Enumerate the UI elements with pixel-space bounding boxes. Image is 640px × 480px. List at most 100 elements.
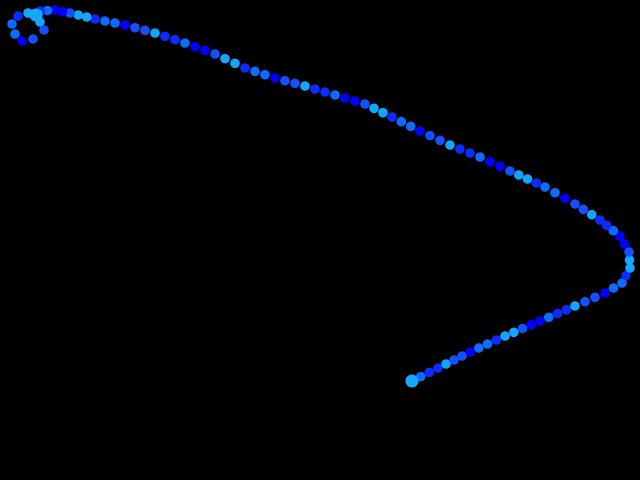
trail-dot (514, 170, 524, 180)
trail-dot (170, 34, 180, 45)
trail-dot (561, 305, 572, 315)
trail-dot (457, 351, 467, 361)
trail-dot (200, 45, 210, 56)
trail-dot (491, 335, 502, 345)
trail-dot (415, 371, 426, 382)
trail-dot (300, 81, 310, 91)
trail-dot (433, 363, 443, 373)
trail-dot (586, 209, 597, 220)
trail-dot (601, 220, 612, 231)
trail-dot (624, 255, 635, 265)
trail-dot (405, 121, 416, 132)
trail-dot (250, 66, 260, 77)
trail-dot (424, 367, 435, 378)
trail-dot (415, 126, 425, 136)
trail-dot (570, 301, 580, 311)
trail-dot (526, 320, 537, 330)
trail-dot (552, 308, 563, 319)
trail-dot (608, 225, 619, 236)
trail-dot (387, 112, 397, 122)
trail-dot (617, 278, 627, 288)
trail-dot (90, 14, 100, 24)
trail-dot (13, 11, 23, 21)
trail-dot (535, 316, 545, 326)
trail-dot (100, 16, 110, 26)
trail-dot (190, 41, 200, 52)
trail-dot (465, 347, 475, 357)
trail-dot (220, 53, 230, 64)
trail-dot (150, 28, 160, 38)
trail-dot (17, 36, 27, 46)
trail-dot (50, 5, 60, 15)
trail-dot (624, 247, 634, 257)
trail-dot (310, 84, 320, 94)
trail-dot (619, 239, 630, 249)
trail-dot (500, 331, 510, 341)
trail-dot (595, 215, 605, 225)
trail-dot (531, 178, 542, 188)
trail-dot (340, 93, 350, 103)
trail-dot (350, 96, 360, 106)
trail-dot (10, 29, 20, 39)
trail-dot (42, 5, 53, 16)
trail-dot (210, 49, 220, 59)
trail-dot (580, 296, 590, 307)
trail-dot (28, 34, 38, 44)
trail-dot (360, 99, 370, 109)
trail-dot (260, 69, 270, 80)
trail-dot (81, 12, 92, 22)
trail-dot (280, 75, 290, 86)
trail-dot (425, 130, 435, 141)
trail-dot (550, 187, 560, 198)
trail-dot (540, 182, 550, 192)
trail-dot (290, 78, 300, 89)
trail-dot (625, 263, 635, 273)
trail-dot (590, 292, 600, 303)
trail-dot (441, 359, 451, 369)
trail-dot (110, 18, 120, 28)
trail-dot (160, 31, 170, 42)
trail-dot (570, 199, 580, 209)
trail-dot (320, 87, 330, 97)
trail-dot (120, 20, 130, 30)
trail-dot (73, 10, 84, 20)
trail-dot (522, 174, 533, 184)
trail-dot (485, 156, 495, 167)
trail-dot (378, 107, 388, 118)
trail-dot (505, 166, 515, 176)
trail-dot (474, 343, 484, 353)
trail-dot (57, 6, 68, 17)
trail-dot (396, 116, 407, 127)
trail-dot (495, 161, 505, 172)
trail-dot (39, 25, 49, 35)
trail-dot (608, 283, 619, 293)
trail-dot (230, 58, 240, 69)
trail-end-dot (29, 8, 43, 22)
trail-start-dot (405, 374, 419, 388)
trail-dot (270, 73, 280, 83)
trail-dot (445, 140, 455, 150)
trail-dot (544, 312, 554, 323)
trail-dot (180, 38, 190, 48)
trail-dot (560, 193, 570, 204)
trail-dot (475, 152, 485, 162)
trail-dot (621, 270, 631, 281)
trail-dot (517, 323, 528, 334)
trail-dot (578, 204, 589, 215)
trail-dot (130, 22, 140, 33)
trail-dot (240, 63, 250, 73)
trail-dot (435, 135, 445, 146)
trail-dot (465, 148, 475, 158)
trail-dot (455, 144, 465, 154)
trail-dot (369, 103, 379, 114)
trail-dot (7, 19, 17, 29)
trail-dot (615, 231, 625, 241)
trail-dot (449, 355, 459, 365)
trail-dot (140, 25, 150, 36)
trail-dot (330, 90, 340, 100)
trail-dot (509, 327, 519, 338)
trail-dot (65, 8, 75, 18)
trail-dot (482, 339, 493, 349)
